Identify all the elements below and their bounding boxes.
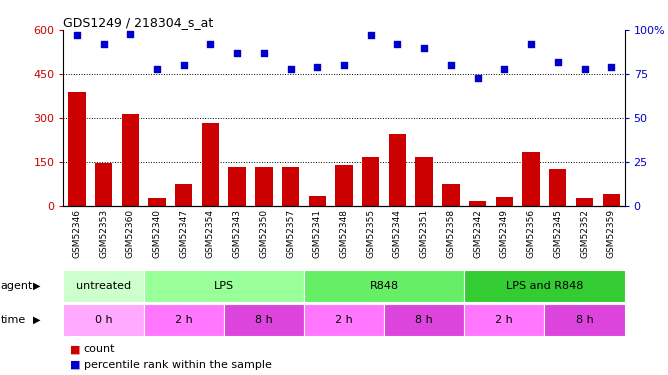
Text: 2 h: 2 h <box>496 315 513 325</box>
Point <box>526 41 536 47</box>
Point <box>446 62 456 68</box>
Bar <box>335 165 353 206</box>
Text: GSM52341: GSM52341 <box>313 209 322 258</box>
Point <box>312 64 323 70</box>
Point <box>205 41 216 47</box>
Text: GSM52346: GSM52346 <box>72 209 81 258</box>
Point <box>98 41 109 47</box>
Bar <box>175 184 192 206</box>
Bar <box>464 270 625 302</box>
Bar <box>63 304 144 336</box>
Bar <box>95 163 112 206</box>
Text: GSM52349: GSM52349 <box>500 209 509 258</box>
Text: GSM52358: GSM52358 <box>446 209 456 258</box>
Bar <box>282 167 299 206</box>
Text: GSM52352: GSM52352 <box>580 209 589 258</box>
Point <box>552 59 563 65</box>
Bar <box>362 157 379 206</box>
Text: GSM52345: GSM52345 <box>553 209 562 258</box>
Bar <box>309 196 326 206</box>
Text: GSM52360: GSM52360 <box>126 209 135 258</box>
Text: LPS: LPS <box>214 281 234 291</box>
Text: GSM52340: GSM52340 <box>152 209 162 258</box>
Bar <box>415 157 433 206</box>
Text: R848: R848 <box>369 281 399 291</box>
Point <box>178 62 189 68</box>
Bar <box>464 304 544 336</box>
Text: percentile rank within the sample: percentile rank within the sample <box>84 360 271 369</box>
Text: GSM52355: GSM52355 <box>366 209 375 258</box>
Point <box>606 64 617 70</box>
Text: GSM52343: GSM52343 <box>232 209 242 258</box>
Text: count: count <box>84 344 115 354</box>
Point <box>232 50 242 56</box>
Text: GSM52354: GSM52354 <box>206 209 215 258</box>
Text: agent: agent <box>1 281 33 291</box>
Bar <box>144 270 304 302</box>
Text: LPS and R848: LPS and R848 <box>506 281 583 291</box>
Point <box>125 30 136 36</box>
Text: 8 h: 8 h <box>415 315 433 325</box>
Point <box>365 32 376 38</box>
Text: GSM52344: GSM52344 <box>393 209 402 258</box>
Text: ▶: ▶ <box>33 315 41 325</box>
Point <box>71 32 82 38</box>
Bar <box>304 304 384 336</box>
Point <box>392 41 403 47</box>
Text: GSM52351: GSM52351 <box>420 209 429 258</box>
Bar <box>549 169 566 206</box>
Text: time: time <box>1 315 26 325</box>
Bar <box>202 123 219 206</box>
Bar <box>304 270 464 302</box>
Text: 2 h: 2 h <box>175 315 192 325</box>
Bar <box>122 114 139 206</box>
Bar <box>576 198 593 206</box>
Bar <box>522 152 540 206</box>
Text: GSM52342: GSM52342 <box>473 209 482 258</box>
Bar <box>63 270 144 302</box>
Text: GSM52356: GSM52356 <box>526 209 536 258</box>
Text: GSM52359: GSM52359 <box>607 209 616 258</box>
Text: ▶: ▶ <box>33 281 41 291</box>
Bar <box>255 167 273 206</box>
Text: ■: ■ <box>70 360 81 369</box>
Bar <box>384 304 464 336</box>
Bar <box>144 304 224 336</box>
Bar <box>68 92 86 206</box>
Text: GDS1249 / 218304_s_at: GDS1249 / 218304_s_at <box>63 16 214 29</box>
Point <box>499 66 510 72</box>
Text: untreated: untreated <box>76 281 131 291</box>
Bar <box>228 166 246 206</box>
Point <box>152 66 162 72</box>
Point <box>339 62 349 68</box>
Bar <box>389 134 406 206</box>
Bar <box>544 304 625 336</box>
Bar <box>496 197 513 206</box>
Text: 2 h: 2 h <box>335 315 353 325</box>
Bar <box>603 195 620 206</box>
Text: 0 h: 0 h <box>95 315 112 325</box>
Point <box>419 45 430 51</box>
Text: GSM52347: GSM52347 <box>179 209 188 258</box>
Text: 8 h: 8 h <box>576 315 593 325</box>
Text: GSM52357: GSM52357 <box>286 209 295 258</box>
Point <box>579 66 590 72</box>
Point <box>285 66 296 72</box>
Bar <box>224 304 304 336</box>
Text: GSM52353: GSM52353 <box>99 209 108 258</box>
Text: GSM52350: GSM52350 <box>259 209 269 258</box>
Bar <box>148 198 166 206</box>
Text: 8 h: 8 h <box>255 315 273 325</box>
Point <box>259 50 269 56</box>
Point <box>472 75 483 81</box>
Text: GSM52348: GSM52348 <box>339 209 349 258</box>
Bar <box>469 201 486 206</box>
Text: ■: ■ <box>70 344 81 354</box>
Bar <box>442 184 460 206</box>
